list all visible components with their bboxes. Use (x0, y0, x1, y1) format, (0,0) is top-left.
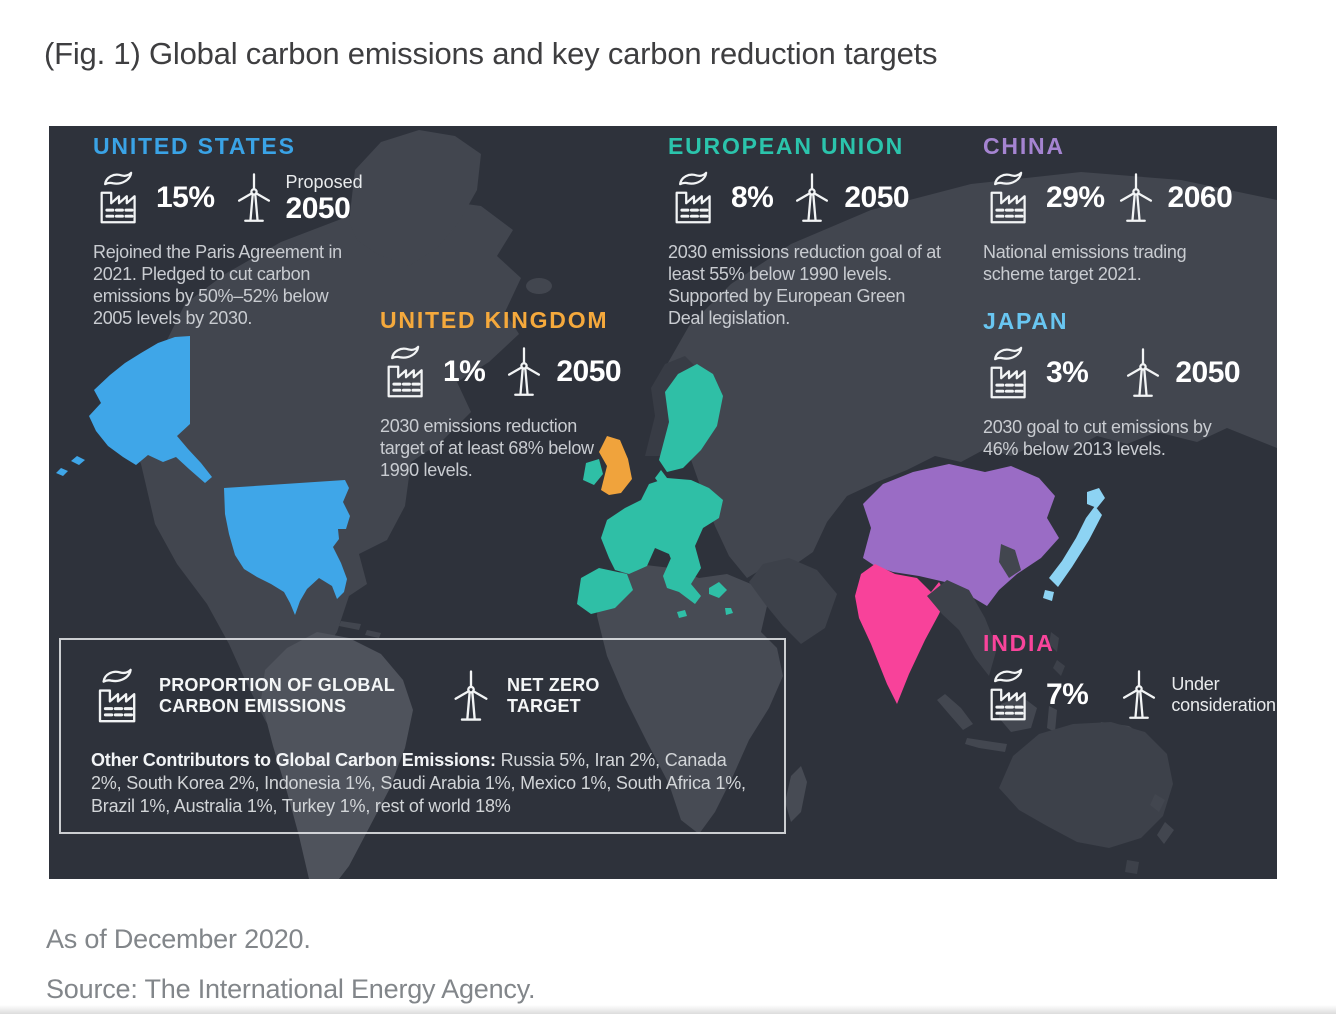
target-status: Under consideration (1171, 674, 1276, 715)
target-year: 2050 (1175, 356, 1241, 389)
map-asia-russia (665, 172, 1277, 578)
emissions-value: 8% (731, 181, 774, 214)
map-africa (597, 564, 783, 834)
wind-turbine-icon (791, 170, 833, 226)
region-name: CHINA (983, 133, 1065, 159)
source-note: Source: The International Energy Agency. (46, 974, 536, 1004)
target-year: 2050 (556, 355, 622, 388)
world-map (56, 130, 1277, 879)
target-year: 2050 (285, 191, 351, 225)
other-contributors-values: Russia 5%, Iran 2%, Canada 2%, South Kor… (91, 750, 746, 816)
emissions-value: 29% (1046, 181, 1105, 214)
region-description: 2030 goal to cut emissions by 46% below … (983, 417, 1212, 459)
wind-turbine-icon (449, 667, 493, 725)
legend-emissions-item: PROPORTION OF GLOBAL CARBON EMISSIONS (91, 667, 407, 725)
factory-icon (93, 170, 145, 226)
wind-turbine-icon (1115, 170, 1157, 226)
map-australia (999, 722, 1173, 874)
stat-row: 29% 2060 (983, 169, 1235, 227)
region-name: EUROPEAN UNION (668, 133, 905, 159)
emissions-value: 1% (443, 355, 486, 388)
legend-box: PROPORTION OF GLOBAL CARBON EMISSIONS NE… (59, 638, 786, 834)
factory-icon (380, 344, 432, 400)
target-year: 2060 (1167, 181, 1233, 214)
region-name: JAPAN (983, 308, 1069, 334)
region-description: Rejoined the Paris Agreement in 2021. Pl… (93, 242, 342, 328)
legend-netzero-label: NET ZERO TARGET (507, 675, 600, 716)
region-name: INDIA (983, 630, 1055, 656)
stat-row: 15% Proposed 2050 (93, 169, 363, 227)
map-united-states (56, 336, 350, 615)
emissions-value: 15% (156, 181, 215, 214)
target-year: 2050 (844, 181, 910, 214)
other-contributors: Other Contributors to Global Carbon Emis… (91, 749, 753, 818)
bottom-divider (0, 1005, 1336, 1014)
region-description: 2030 emissions reduction goal of at leas… (668, 242, 941, 328)
map-greenland (349, 130, 481, 266)
region-block-india: INDIA 7% Under consideration (983, 630, 1276, 724)
region-block-united-kingdom: UNITED KINGDOM 1% 2050 2030 emissions re… (380, 307, 622, 481)
region-description: 2030 emissions reduction target of at le… (380, 416, 594, 480)
wind-turbine-icon (1122, 345, 1164, 401)
factory-icon (91, 667, 145, 725)
stat-row: 7% Under consideration (983, 666, 1276, 724)
region-name: UNITED STATES (93, 133, 296, 159)
other-contributors-lead: Other Contributors to Global Carbon Emis… (91, 750, 496, 770)
map-caribbean (339, 621, 381, 638)
map-united-kingdom (599, 436, 632, 495)
legend-netzero-item: NET ZERO TARGET (449, 667, 627, 725)
map-iceland (526, 278, 552, 294)
emissions-value: 3% (1046, 356, 1089, 389)
map-southeast-asia (927, 580, 1065, 676)
factory-icon (668, 170, 720, 226)
map-madagascar (785, 766, 807, 822)
wind-turbine-icon (503, 344, 545, 400)
factory-icon (983, 170, 1035, 226)
region-description: National emissions trading scheme target… (983, 242, 1187, 284)
map-middle-east (749, 558, 837, 644)
map-china (863, 464, 1059, 628)
map-european-union (577, 364, 733, 618)
stat-row: 3% 2050 (983, 344, 1241, 402)
map-new-zealand (1150, 794, 1174, 844)
map-south-america (261, 632, 413, 879)
region-block-japan: JAPAN 3% 2050 2030 goal to cut emissions… (983, 308, 1241, 460)
factory-icon (983, 667, 1035, 723)
wind-turbine-icon (1118, 667, 1160, 723)
factory-icon (983, 345, 1035, 401)
as-of-note: As of December 2020. (46, 924, 311, 954)
region-name: UNITED KINGDOM (380, 307, 609, 333)
emissions-value: 7% (1046, 678, 1089, 711)
infographic-panel: UNITED STATES 15% Proposed 2050 Rejoined… (49, 126, 1277, 879)
region-block-united-states: UNITED STATES 15% Proposed 2050 Rejoined… (93, 133, 363, 329)
wind-turbine-icon (233, 170, 275, 226)
map-japan (1043, 488, 1105, 601)
region-block-european-union: EUROPEAN UNION 8% 2050 2030 emissions re… (668, 133, 943, 329)
stat-row: 8% 2050 (668, 169, 943, 227)
map-korea (999, 544, 1021, 578)
legend-emissions-label: PROPORTION OF GLOBAL CARBON EMISSIONS (159, 675, 395, 716)
stat-row: 1% 2050 (380, 343, 622, 401)
region-block-china: CHINA 29% 2060 National emissions tradin… (983, 133, 1235, 285)
figure-title: (Fig. 1) Global carbon emissions and key… (44, 36, 938, 71)
legend-row: PROPORTION OF GLOBAL CARBON EMISSIONS NE… (91, 667, 754, 725)
target-prefix: Proposed (285, 171, 363, 192)
